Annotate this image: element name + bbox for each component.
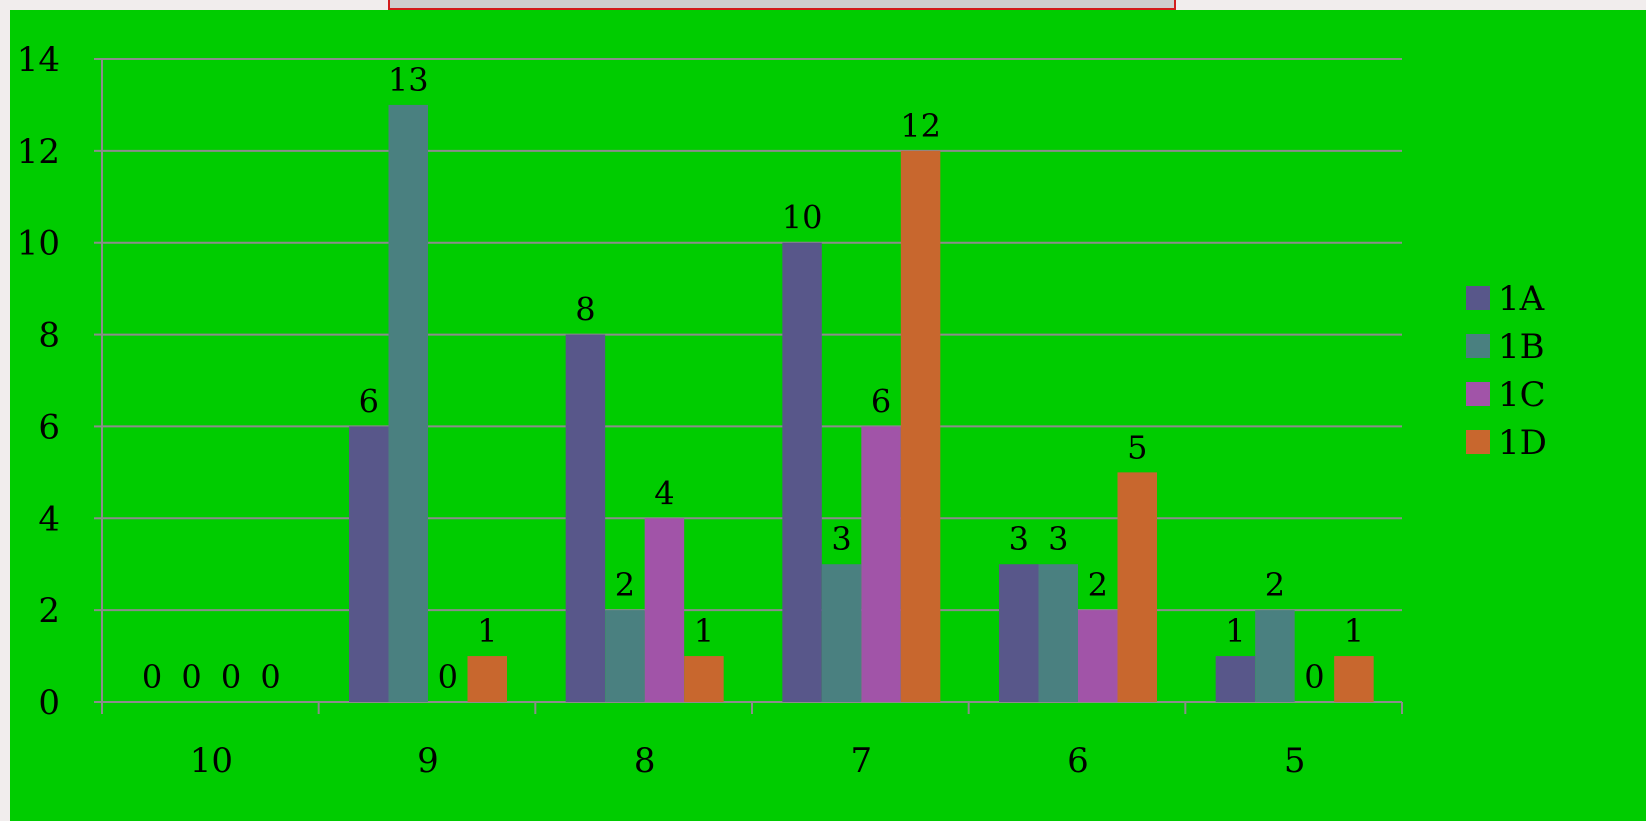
bar-1d-6: [1117, 472, 1157, 702]
y-tick-label: 2: [38, 591, 60, 631]
data-label: 1: [694, 612, 714, 650]
data-label: 0: [1304, 658, 1324, 696]
bar-1b-7: [821, 564, 862, 702]
legend-swatch-1c: [1466, 382, 1490, 406]
y-tick-label: 14: [17, 40, 60, 80]
bar-1d-8: [684, 656, 724, 702]
x-category-label: 6: [1067, 741, 1089, 781]
y-tick-label: 4: [38, 499, 60, 539]
data-label: 0: [438, 658, 458, 696]
bar-1a-8: [565, 334, 606, 702]
data-label: 0: [181, 658, 201, 696]
y-tick-label: 10: [17, 224, 60, 264]
data-label: 0: [221, 658, 241, 696]
data-label: 10: [782, 199, 823, 237]
bar-1b-8: [605, 610, 645, 702]
y-tick-label: 12: [17, 132, 60, 172]
legend-label-1b: 1B: [1498, 327, 1545, 367]
bar-1a-7: [782, 242, 822, 702]
bar-1c-7: [861, 426, 901, 702]
bar-1d-7: [900, 150, 941, 702]
data-label: 0: [260, 658, 280, 696]
bar-1c-6: [1078, 610, 1118, 702]
y-tick-label: 6: [38, 407, 60, 447]
data-label: 13: [388, 61, 429, 99]
data-label: 12: [900, 107, 941, 145]
y-tick-label: 0: [38, 683, 60, 723]
legend-label-1c: 1C: [1498, 375, 1546, 415]
legend-swatch-1d: [1466, 430, 1490, 454]
bar-1a-6: [999, 564, 1039, 702]
x-category-label: 5: [1284, 741, 1306, 781]
x-category-label: 7: [851, 741, 873, 781]
data-label: 0: [142, 658, 162, 696]
data-label: 3: [1009, 520, 1029, 558]
data-label: 6: [359, 382, 379, 420]
x-category-label: 9: [417, 741, 439, 781]
x-category-label: 8: [634, 741, 656, 781]
bar-1d-9: [467, 656, 507, 702]
data-label: 1: [1344, 612, 1364, 650]
bar-1a-9: [349, 426, 389, 702]
legend-label-1d: 1D: [1498, 423, 1547, 463]
legend-swatch-1b: [1466, 334, 1490, 358]
legend-label-1a: 1A: [1498, 279, 1545, 319]
bar-1b-6: [1038, 564, 1078, 702]
data-label: 4: [654, 474, 674, 512]
data-label: 6: [871, 382, 891, 420]
bar-1d-5: [1334, 656, 1374, 702]
bar-1a-5: [1215, 656, 1256, 702]
data-label: 3: [831, 520, 851, 558]
bar-1b-9: [388, 104, 428, 702]
title-placeholder-bar: [388, 0, 1176, 10]
bar-1c-8: [644, 518, 685, 702]
x-category-label: 10: [190, 741, 233, 781]
legend-swatch-1a: [1466, 286, 1490, 310]
data-label: 1: [1225, 612, 1245, 650]
y-tick-label: 8: [38, 316, 60, 356]
data-label: 2: [1265, 566, 1285, 604]
data-label: 1: [477, 612, 497, 650]
data-label: 8: [575, 291, 595, 329]
data-label: 2: [1088, 566, 1108, 604]
bar-1b-5: [1255, 610, 1295, 702]
data-label: 3: [1048, 520, 1068, 558]
data-label: 2: [615, 566, 635, 604]
data-label: 5: [1127, 428, 1147, 466]
